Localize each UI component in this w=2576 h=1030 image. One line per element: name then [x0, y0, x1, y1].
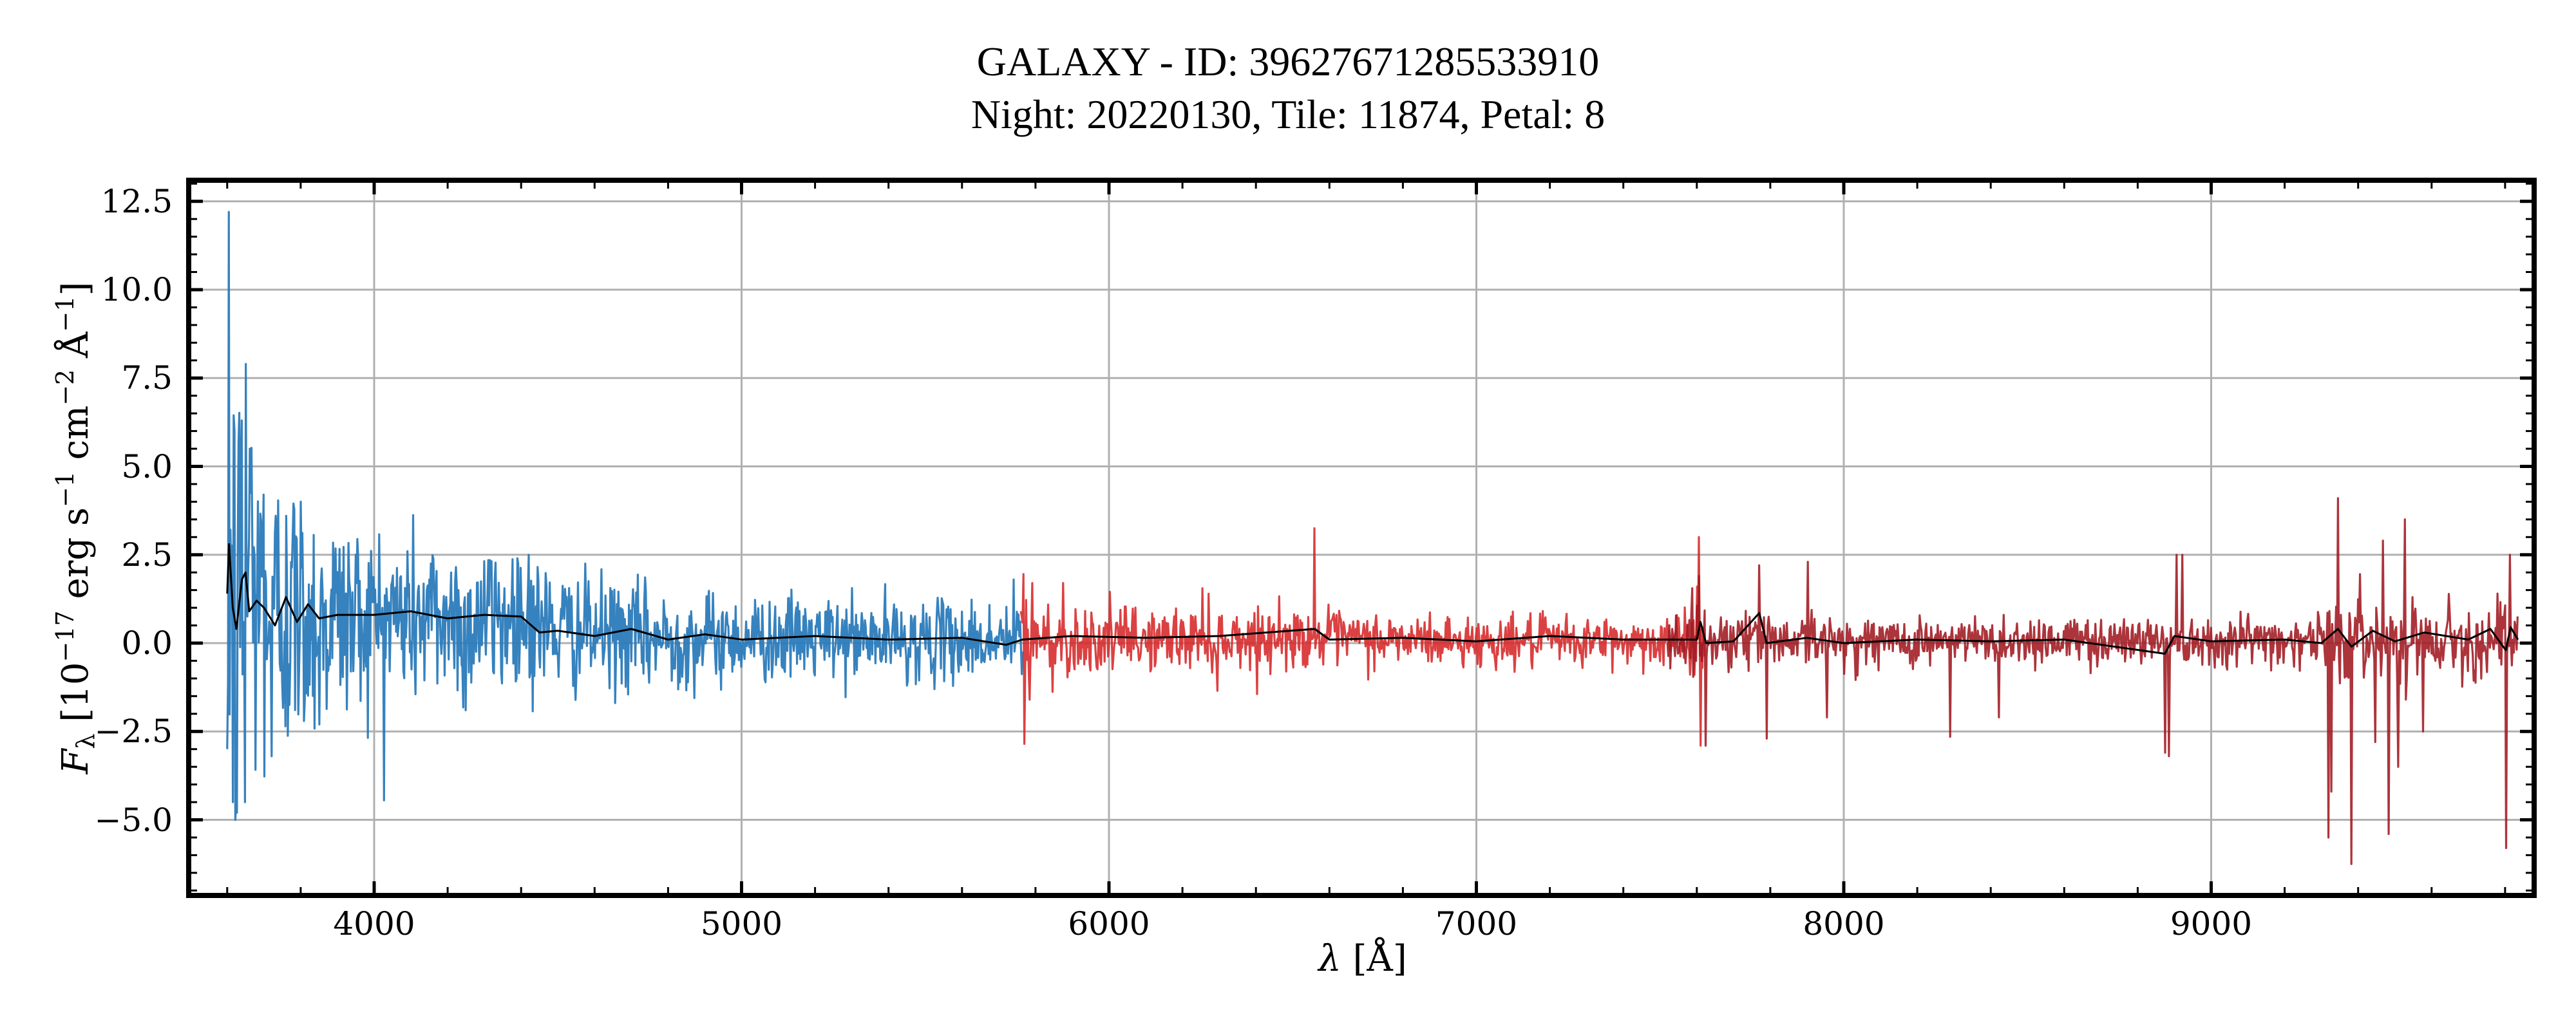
y-tick-label: 12.5 — [100, 182, 173, 220]
y-axis-label: Fλ [10−17 erg s−1 cm−2 Å−1] — [51, 281, 100, 774]
grid-lines — [189, 180, 2534, 895]
chart-title-line-2: Night: 20220130, Tile: 11874, Petal: 8 — [971, 91, 1605, 137]
x-tick-label: 9000 — [2170, 905, 2253, 942]
axis-ticks — [189, 180, 2534, 895]
x-tick-label: 6000 — [1068, 905, 1150, 942]
y-axis-label-symbol: F — [55, 749, 97, 774]
y-tick-label: −2.5 — [94, 713, 173, 751]
y-axis-label-unit-part: Å — [55, 332, 97, 370]
chart-title-line-1: GALAXY - ID: 39627671285533910 — [976, 39, 1600, 84]
y-axis-label-unit-part: cm — [55, 405, 97, 472]
y-axis-label-unit-part: erg s — [55, 507, 97, 611]
b-arm-flux-line — [226, 211, 1024, 821]
y-axis-label-unit-part: [10 — [55, 662, 97, 734]
y-tick-label: 0.0 — [121, 624, 173, 662]
y-tick-label: 5.0 — [121, 447, 173, 485]
x-axis-label-symbol: λ — [1318, 938, 1341, 980]
y-tick-label: 10.0 — [100, 271, 173, 308]
x-axis-label: λ [Å] — [1318, 941, 1406, 977]
spectrum-series — [226, 211, 2519, 865]
x-tick-label: 4000 — [333, 905, 415, 942]
x-tick-label: 8000 — [1803, 905, 1885, 942]
x-axis-label-unit: [Å] — [1341, 938, 1407, 980]
x-tick-label: 7000 — [1435, 905, 1518, 942]
y-axis-label-exponent: −17 — [51, 610, 79, 662]
y-axis-label-unit-part: ] — [55, 281, 97, 296]
y-axis-label-exponent: −1 — [51, 471, 79, 508]
r-arm-flux-line — [1019, 527, 1705, 747]
smoothed-model-line — [226, 543, 2519, 655]
y-tick-label: 2.5 — [121, 536, 173, 574]
y-tick-label: −5.0 — [94, 801, 173, 839]
y-tick-label: 7.5 — [121, 359, 173, 397]
z-arm-flux-line — [1666, 497, 2519, 865]
y-axis-label-subscript: λ — [71, 733, 100, 749]
y-axis-label-exponent: −1 — [51, 295, 79, 332]
x-tick-label: 5000 — [700, 905, 783, 942]
axes-frame — [186, 178, 2537, 898]
y-axis-label-exponent: −2 — [51, 369, 79, 406]
